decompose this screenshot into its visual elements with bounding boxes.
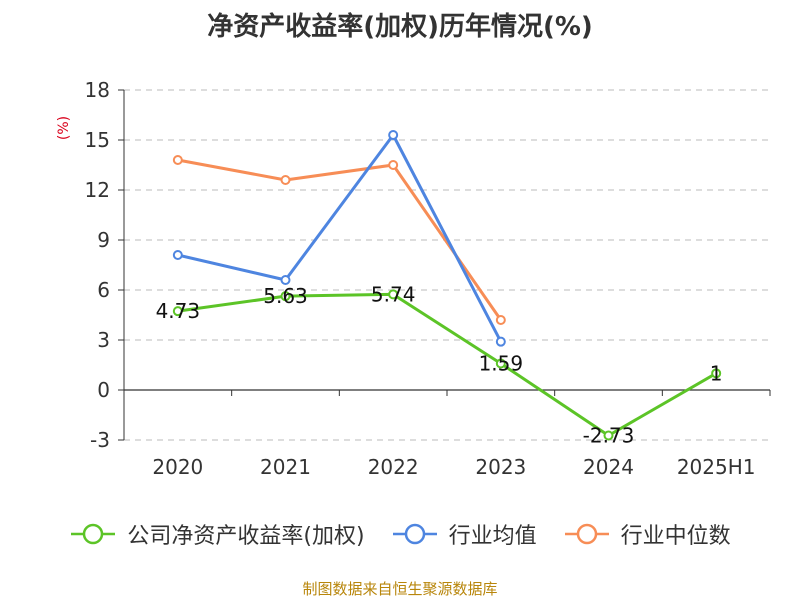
- source-note: 制图数据来自恒生聚源数据库: [302, 580, 498, 598]
- data-point: [280, 291, 291, 302]
- x-tick-label: 2025H1: [677, 455, 756, 479]
- chart-title: 净资产收益率(加权)历年情况(%): [207, 12, 593, 42]
- data-point: [172, 306, 183, 317]
- data-point: [172, 155, 183, 165]
- data-point: [280, 275, 291, 285]
- series-line: [177, 158, 503, 321]
- data-point: [280, 175, 291, 185]
- data-point: [388, 130, 399, 140]
- x-tick-label: 2024: [583, 455, 634, 479]
- y-tick-label: 12: [85, 178, 110, 202]
- data-point: [603, 430, 614, 441]
- data-point: [388, 289, 399, 300]
- series-line: [177, 292, 717, 437]
- legend-item: 公司净资产收益率(加权): [69, 518, 365, 550]
- data-point: [388, 160, 399, 170]
- y-tick-label: 18: [85, 78, 110, 102]
- y-tick-label: 0: [97, 378, 110, 402]
- x-tick-label: 2020: [152, 455, 203, 479]
- series-line: [177, 133, 503, 343]
- data-point: [495, 315, 506, 325]
- y-tick-labels: -3 0 3 6 9 12 15 18: [85, 78, 110, 452]
- y-tick-label: 9: [97, 228, 110, 252]
- x-tick-label: 2023: [475, 455, 526, 479]
- legend-swatch: [564, 523, 609, 545]
- series-layer: [172, 130, 722, 441]
- y-unit-label: (%): [56, 116, 72, 140]
- legend: 公司净资产收益率(加权) 行业均值 行业中位数: [0, 518, 800, 550]
- legend-label: 行业均值: [448, 524, 537, 549]
- legend-label: 公司净资产收益率(加权): [127, 524, 365, 549]
- legend-swatch: [392, 523, 437, 545]
- data-point: [711, 368, 722, 379]
- legend-swatch: [71, 523, 116, 545]
- data-label: 5.63: [263, 284, 308, 308]
- x-tick-label: 2021: [260, 455, 311, 479]
- data-point: [495, 336, 506, 347]
- legend-label: 行业中位数: [620, 524, 731, 549]
- y-tick-label: 15: [85, 128, 110, 152]
- x-tick-label: 2022: [368, 455, 419, 479]
- axes: [118, 89, 771, 441]
- series-0: [172, 289, 722, 441]
- data-labels: 4.73 5.63 5.74 1.59 -2.73 1: [156, 282, 723, 447]
- data-label: 4.73: [156, 299, 201, 323]
- legend-item: 行业中位数: [563, 518, 731, 550]
- data-label: -2.73: [583, 424, 635, 448]
- data-point: [172, 250, 183, 260]
- legend-item: 行业均值: [391, 518, 537, 550]
- data-label: 1: [710, 361, 723, 385]
- data-label: 5.74: [371, 282, 416, 306]
- y-tick-label: -3: [90, 428, 110, 452]
- y-tick-label: 6: [97, 278, 110, 302]
- y-tick-label: 3: [97, 328, 110, 352]
- data-label: 1.59: [479, 352, 524, 376]
- x-tick-labels: 2020 2021 2022 2023 2024 2025H1: [152, 455, 755, 479]
- data-point: [495, 358, 506, 369]
- series-1: [172, 130, 506, 347]
- series-2: [172, 155, 506, 325]
